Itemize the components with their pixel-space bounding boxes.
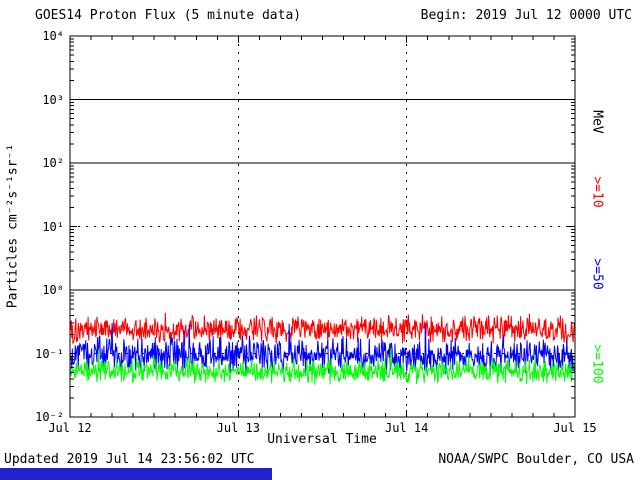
y-tick-label: 10⁰	[42, 283, 64, 297]
y-tick-label: 10⁴	[42, 29, 64, 43]
attribution-label: NOAA/SWPC Boulder, CO USA	[438, 452, 634, 467]
y-tick-label: 10³	[42, 92, 64, 107]
begin-timestamp-label: Begin: 2019 Jul 12 0000 UTC	[420, 8, 632, 23]
y-tick-label: 10²	[42, 156, 64, 170]
x-tick-label: Jul 13	[216, 421, 260, 435]
x-tick-label: Jul 15	[553, 421, 597, 435]
legend-label-100: >=100	[589, 344, 605, 384]
updated-timestamp-label: Updated 2019 Jul 14 23:56:02 UTC	[4, 452, 255, 467]
legend-label-50: >=50	[589, 258, 605, 290]
x-tick-label: Jul 12	[48, 421, 92, 435]
legend-label-10: >=10	[589, 176, 605, 208]
y-tick-label: 10¹	[42, 219, 64, 234]
y-tick-label: 10⁻¹	[35, 346, 64, 361]
y-tick-label: 10⁻²	[35, 410, 64, 424]
legend-label-mev: MeV	[589, 110, 605, 134]
x-axis-label: Universal Time	[267, 432, 377, 447]
chart-title: GOES14 Proton Flux (5 minute data)	[35, 8, 302, 23]
x-tick-label: Jul 14	[384, 421, 429, 435]
bottom-bar	[0, 468, 272, 480]
